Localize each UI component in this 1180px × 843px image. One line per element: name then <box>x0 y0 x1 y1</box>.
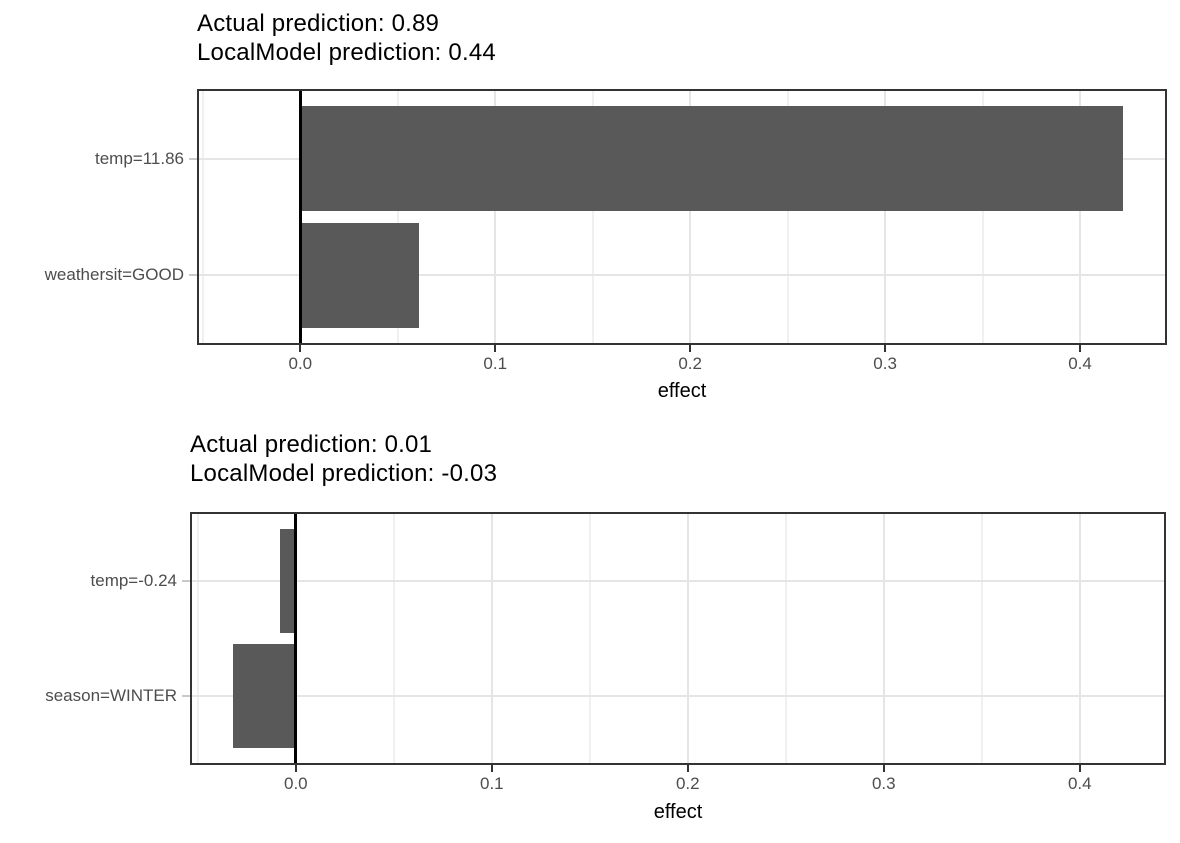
gridline-minor-x <box>196 512 199 765</box>
x-axis-tick <box>1078 765 1081 772</box>
plot-panel <box>197 89 1167 345</box>
x-axis-tick <box>689 345 692 352</box>
x-axis-tick <box>494 345 497 352</box>
x-axis-tick <box>490 765 493 772</box>
gridline-minor-x <box>392 512 395 765</box>
effect-bar <box>233 644 296 748</box>
x-tick-label: 0.0 <box>284 774 308 793</box>
y-axis-tick <box>182 695 190 697</box>
gridline-major-x <box>490 512 493 765</box>
localmodel-prediction-line: LocalModel prediction: -0.03 <box>190 460 498 487</box>
effect-bar <box>300 222 420 328</box>
x-axis-tick <box>882 765 885 772</box>
x-axis-tick <box>294 765 297 772</box>
x-axis-title: effect <box>657 380 707 402</box>
y-category-label: weathersit=GOOD <box>44 265 184 285</box>
y-category-label: temp=-0.24 <box>90 571 177 590</box>
x-axis-tick <box>686 765 689 772</box>
x-tick-label: 0.4 <box>1067 774 1092 793</box>
gridline-major-x <box>686 512 689 765</box>
gridline-major-x <box>494 89 497 345</box>
zero-reference-line <box>294 512 298 765</box>
x-tick-label: 0.1 <box>483 354 508 373</box>
x-tick-label: 0.1 <box>479 774 504 793</box>
gridline-major-x <box>882 512 885 765</box>
x-tick-label: 0.3 <box>871 774 896 793</box>
gridline-major-x <box>1079 89 1082 345</box>
x-axis-tick <box>299 345 302 352</box>
y-category-label: temp=11.86 <box>94 148 184 168</box>
plot-panel <box>190 512 1166 765</box>
gridline-minor-x <box>588 512 591 765</box>
gridline-minor-x <box>980 512 983 765</box>
x-axis-tick <box>1079 345 1082 352</box>
gridline-minor-x <box>201 89 204 345</box>
actual-prediction-line: Actual prediction: 0.89 <box>197 10 440 37</box>
x-tick-label: 0.4 <box>1068 354 1092 373</box>
actual-prediction-line: Actual prediction: 0.01 <box>190 431 433 458</box>
gridline-major-x <box>884 89 887 345</box>
y-axis-tick <box>182 580 190 582</box>
y-category-label: season=WINTER <box>45 686 177 705</box>
gridline-minor-x <box>591 89 594 345</box>
gridline-minor-x <box>784 512 787 765</box>
y-axis-tick <box>189 274 197 277</box>
panel-border <box>190 512 1166 765</box>
gridline-major-y <box>190 580 1166 582</box>
x-tick-label: 0.0 <box>288 354 313 373</box>
localmodel-prediction-line: LocalModel prediction: 0.44 <box>197 39 496 66</box>
gridline-major-y <box>197 157 1167 160</box>
gridline-major-x <box>1078 512 1081 765</box>
gridline-major-y <box>190 695 1166 697</box>
x-tick-label: 0.2 <box>675 774 700 793</box>
zero-reference-line <box>298 89 302 345</box>
chart-title: Actual prediction: 0.01 LocalModel predi… <box>190 430 497 488</box>
effect-bar <box>280 529 296 633</box>
x-tick-label: 0.2 <box>678 354 702 373</box>
x-tick-label: 0.3 <box>873 354 897 373</box>
gridline-major-x <box>689 89 692 345</box>
chart-title: Actual prediction: 0.89 LocalModel predi… <box>197 9 496 67</box>
gridline-major-x <box>294 512 297 765</box>
gridline-minor-x <box>396 89 399 345</box>
gridline-minor-x <box>981 89 984 345</box>
gridline-major-y <box>197 274 1167 277</box>
gridline-major-x <box>299 89 302 345</box>
x-axis-title: effect <box>653 801 703 823</box>
panel-border <box>197 89 1167 345</box>
gridline-minor-x <box>786 89 789 345</box>
effect-bar <box>300 106 1123 212</box>
x-axis-tick <box>884 345 887 352</box>
y-axis-tick <box>189 157 197 160</box>
